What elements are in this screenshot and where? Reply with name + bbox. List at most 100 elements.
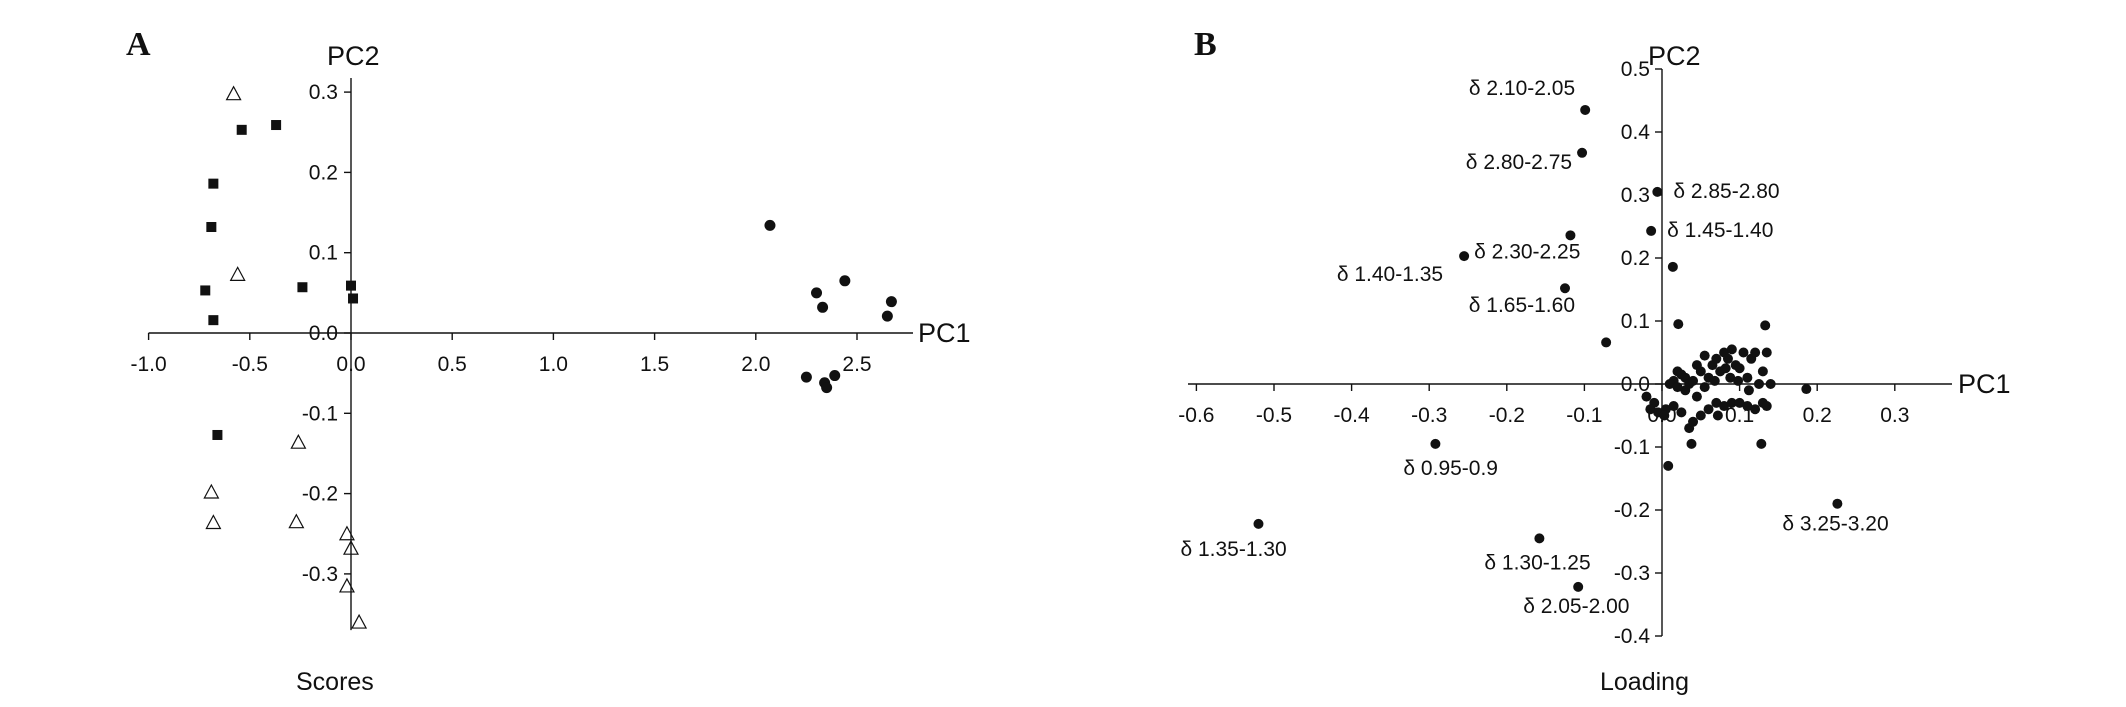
scores-x-tick-label: 0.5 (438, 353, 467, 376)
score-point-circle (821, 382, 833, 394)
scores-y-axis-label: PC2 (327, 41, 380, 71)
scores-y-tick-label: -0.2 (302, 483, 338, 506)
loading-y-tick-label: 0.5 (1621, 58, 1650, 81)
loading-point-annotation: δ 0.95-0.9 (1403, 457, 1498, 480)
loading-x-tick-label: 0.3 (1880, 404, 1909, 427)
loading-point (1719, 401, 1730, 412)
loading-point (1726, 397, 1737, 408)
loading-point-annotation: δ 1.40-1.35 (1337, 263, 1443, 286)
score-point-triangle (229, 266, 246, 281)
loading-y-tick-label: 0.4 (1621, 121, 1651, 144)
loading-point (1695, 366, 1706, 377)
loading-point (1750, 404, 1761, 415)
score-point-circle (764, 219, 776, 231)
scores-caption: Scores (296, 668, 374, 696)
scores-y-tick-label: 0.3 (309, 81, 338, 104)
scores-axes: -1.0 -0.5 0.0 0.5 1.0 1.5 2.0 2.5 0.3 0.2 0.1 0.0 -0… (131, 78, 913, 631)
loading-point-annotation: δ 2.85-2.80 (1673, 180, 1779, 203)
panel-b-letter: B (1194, 26, 1217, 63)
loading-caption: Loading (1600, 668, 1689, 696)
scores-y-tick-label: -0.1 (302, 402, 338, 425)
loading-point (1720, 363, 1731, 374)
loading-point-labeled (1430, 438, 1441, 449)
loading-point (1711, 397, 1722, 408)
loading-x-tick-label: -0.6 (1178, 404, 1214, 427)
score-point-triangle (205, 514, 222, 530)
loading-y-tick-label: -0.3 (1614, 562, 1650, 585)
loading-point (1743, 385, 1754, 396)
loading-y-tick-label: 0.3 (1621, 184, 1650, 207)
loading-point-labeled (1577, 147, 1588, 158)
scores-x-tick-label: -0.5 (232, 353, 268, 376)
scores-marks (200, 85, 897, 629)
score-point-circle (881, 310, 893, 322)
loading-point (1672, 382, 1683, 393)
loading-point (1742, 401, 1753, 412)
scores-x-tick-label: 1.0 (539, 353, 568, 376)
loading-point-labeled (1646, 225, 1657, 236)
loading-x-tick-label: -0.5 (1256, 404, 1292, 427)
loading-point-annotation: δ 2.30-2.25 (1474, 240, 1580, 263)
loading-point (1757, 366, 1768, 377)
loading-point-labeled (1565, 230, 1576, 241)
loading-point (1725, 372, 1736, 383)
scores-x-tick-label: 2.5 (842, 353, 871, 376)
loading-point (1663, 460, 1674, 471)
loading-point (1765, 379, 1776, 389)
scores-x-axis-label: PC1 (918, 318, 971, 348)
scores-panel: A -1.0 -0.5 0.0 0.5 1.0 1.5 2.0 2.5 0.3 0.2 0.1 0.0… (126, 26, 971, 696)
loading-point (1801, 384, 1812, 395)
loading-point (1645, 404, 1656, 415)
loading-point-annotation: δ 2.80-2.75 (1466, 151, 1572, 174)
loading-point-annotation: δ 2.05-2.00 (1523, 595, 1629, 618)
scores-y-tick-label: -0.3 (302, 563, 338, 586)
loading-point (1668, 401, 1679, 412)
loading-point (1664, 379, 1675, 389)
loading-point (1761, 401, 1772, 412)
loading-point (1695, 410, 1706, 421)
score-point-square (208, 315, 219, 326)
loading-point-annotation: δ 2.10-2.05 (1469, 77, 1575, 100)
loading-point (1738, 347, 1749, 358)
loading-point (1733, 375, 1744, 386)
loading-axes: -0.6 -0.5 -0.4 -0.3 -0.2 -0.1 0.0 0.1 0.2 0.3 0.5 0… (1178, 58, 1952, 648)
loading-point (1601, 337, 1612, 348)
loading-point (1750, 347, 1761, 358)
score-point-triangle (288, 513, 305, 529)
score-point-square (297, 282, 308, 293)
loading-x-tick-label: 0.2 (1803, 404, 1832, 427)
loading-y-tick-label: -0.4 (1614, 625, 1651, 648)
score-point-triangle (338, 525, 355, 541)
loading-point (1641, 391, 1652, 402)
loading-point (1691, 391, 1702, 402)
loading-point (1686, 438, 1697, 449)
loading-point-labeled (1652, 186, 1663, 197)
loading-point (1711, 353, 1722, 364)
score-point-square (212, 429, 223, 440)
loading-x-tick-label: -0.3 (1411, 404, 1447, 427)
loading-point-labeled (1560, 283, 1570, 294)
loading-y-axis-label: PC2 (1648, 41, 1701, 71)
loading-point (1667, 261, 1678, 272)
score-point-triangle (203, 483, 220, 499)
loading-point (1726, 344, 1737, 355)
loading-point-labeled (1832, 498, 1843, 509)
loading-y-tick-label: -0.2 (1614, 499, 1650, 522)
loading-point-annotation: δ 3.25-3.20 (1782, 513, 1888, 536)
loading-point (1680, 385, 1691, 396)
loading-point (1709, 375, 1720, 386)
score-point-triangle (290, 433, 307, 449)
loading-point (1761, 347, 1772, 358)
loading-point-labeled (1253, 518, 1264, 529)
score-point-triangle (351, 613, 368, 629)
loading-y-tick-label: 0.2 (1621, 247, 1650, 270)
score-point-circle (817, 301, 829, 313)
score-point-triangle (338, 577, 355, 593)
scores-x-tick-label: 2.0 (741, 353, 770, 376)
score-point-square (236, 124, 247, 135)
loading-point-annotation: δ 1.30-1.25 (1484, 551, 1590, 574)
loading-x-tick-label: -0.2 (1489, 404, 1525, 427)
loading-y-tick-label: 0.1 (1621, 310, 1650, 333)
score-point-square (206, 222, 217, 233)
